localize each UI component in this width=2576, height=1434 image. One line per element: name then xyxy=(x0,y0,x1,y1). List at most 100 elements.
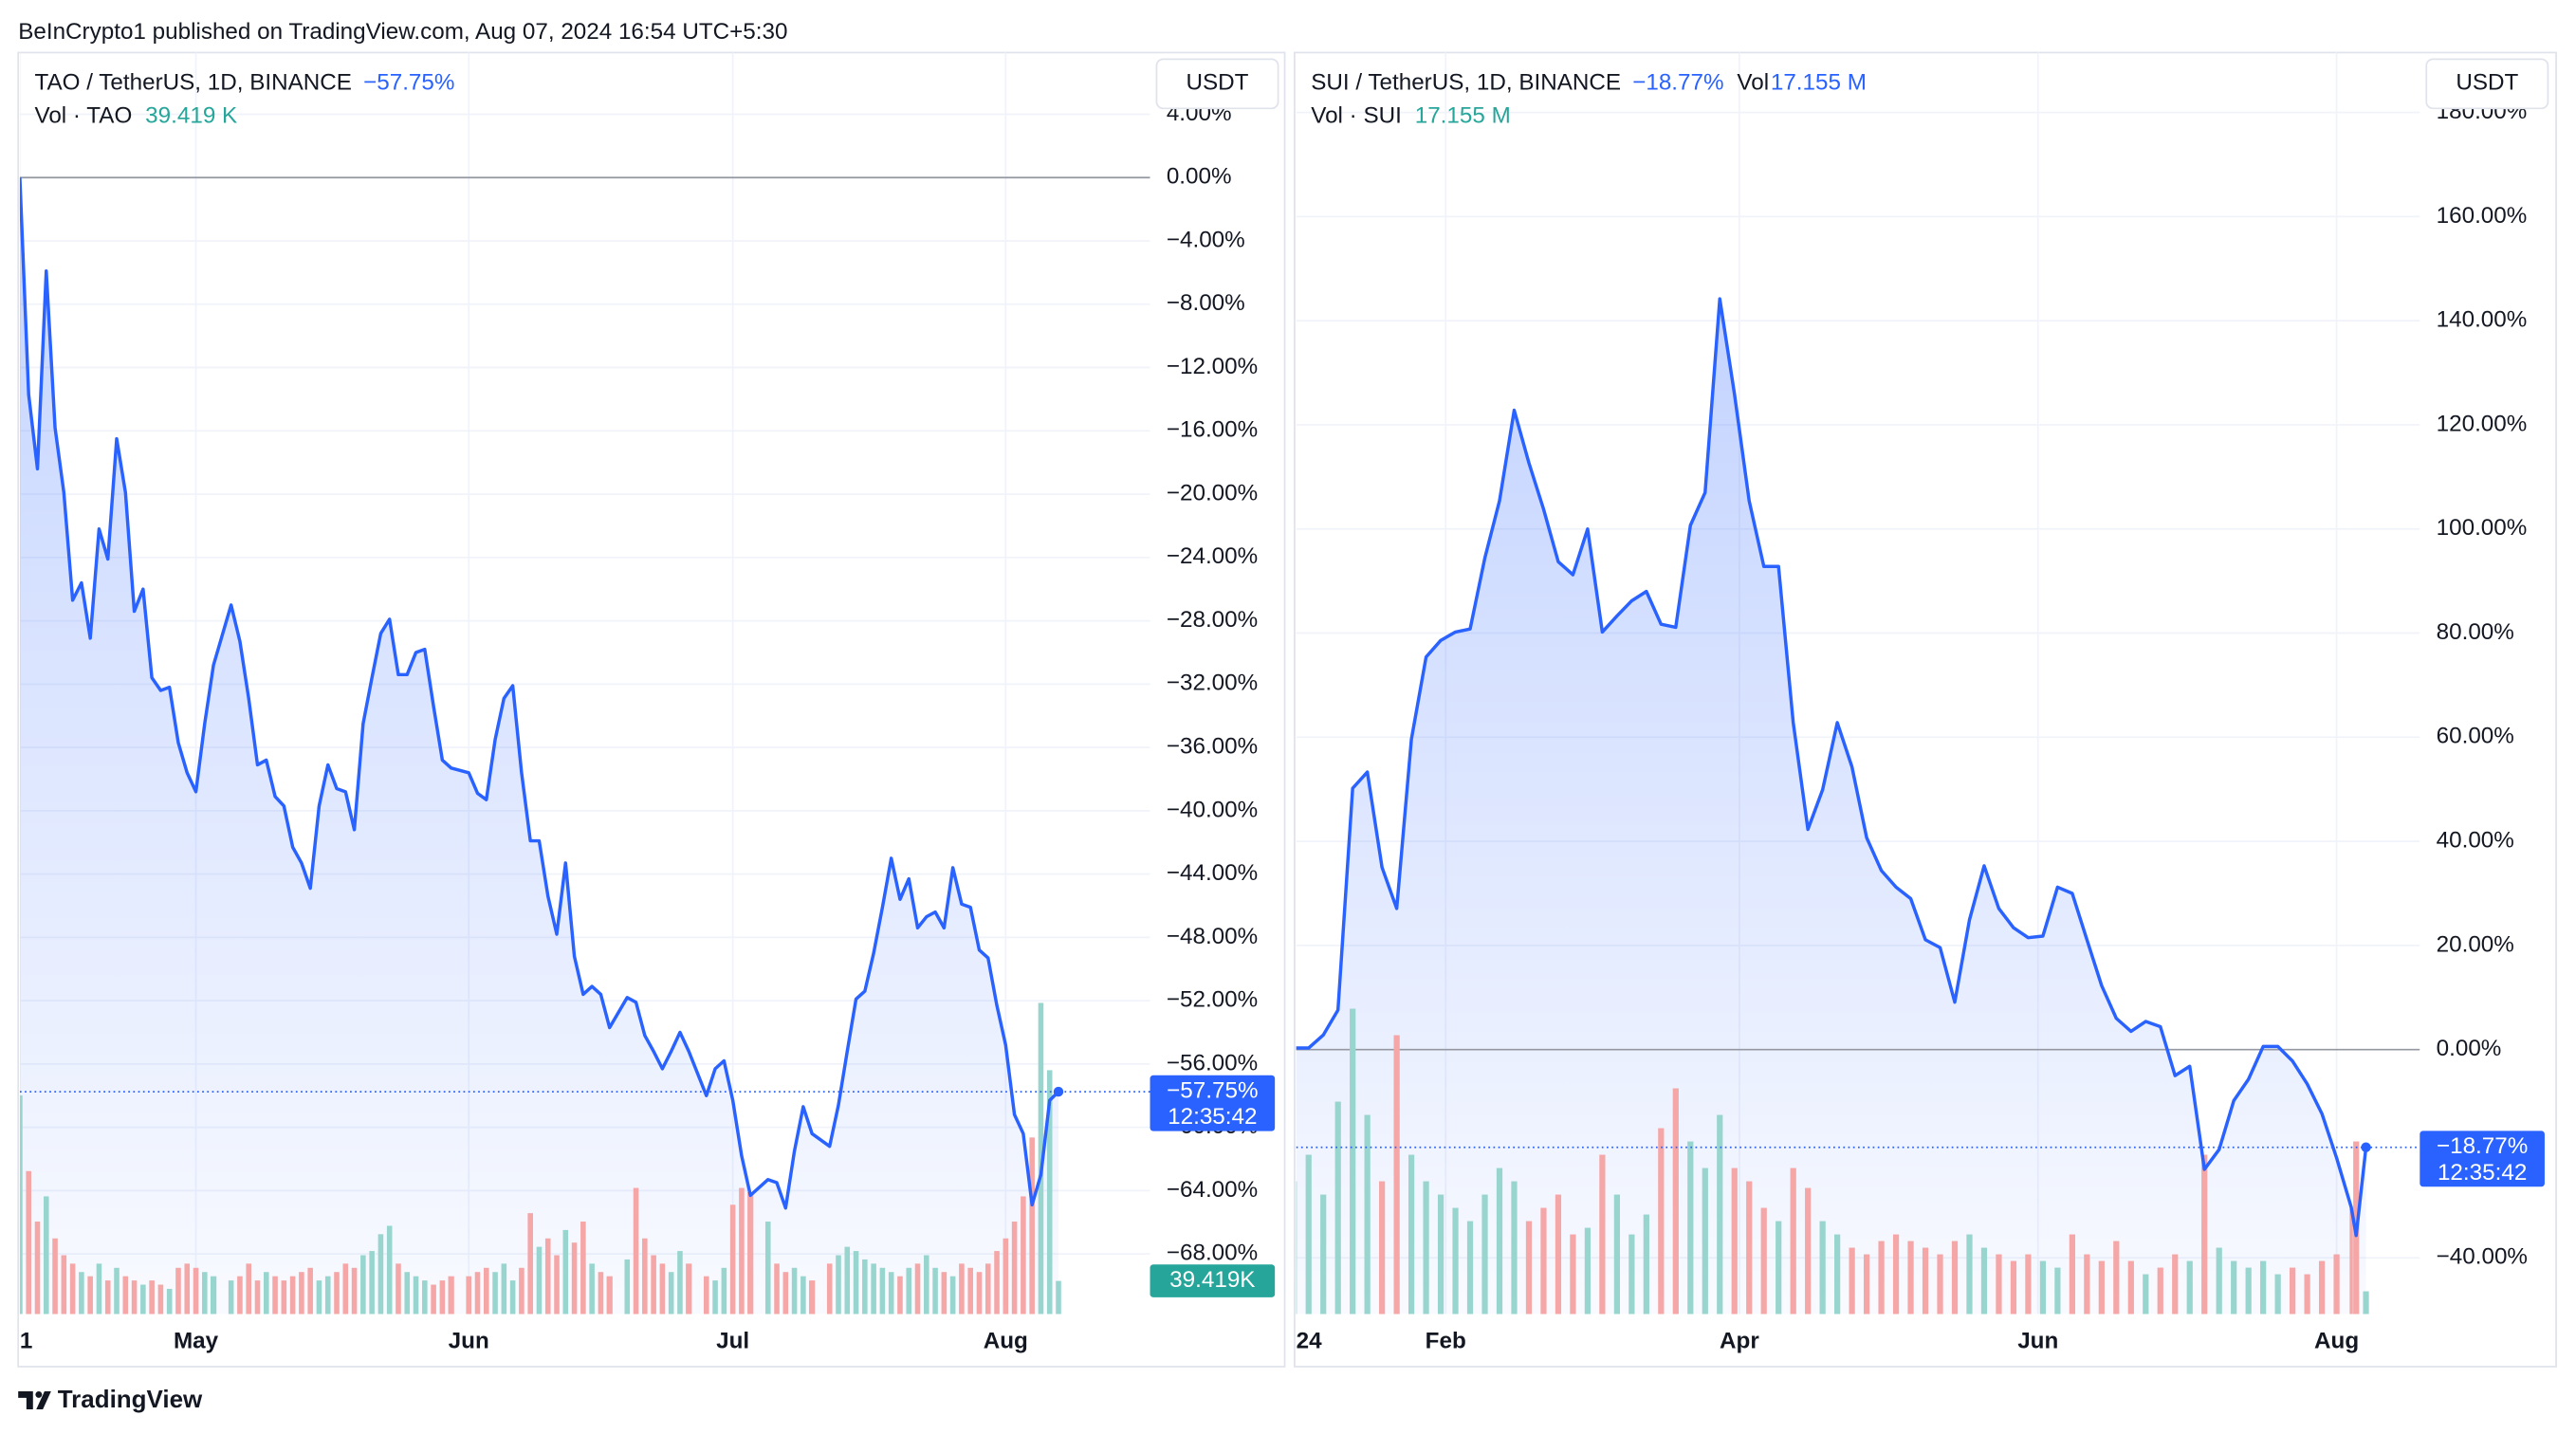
volume-bar xyxy=(2290,1267,2296,1314)
volume-bar xyxy=(202,1272,208,1314)
publish-header: BeInCrypto1 published on TradingView.com… xyxy=(18,19,787,45)
volume-bar xyxy=(1334,1101,1341,1314)
volume-bar xyxy=(69,1263,76,1314)
volume-bar xyxy=(210,1276,217,1314)
volume-bar xyxy=(87,1276,93,1314)
volume-bar xyxy=(1937,1254,1943,1314)
volume-bar xyxy=(1672,1088,1679,1314)
volume-bar xyxy=(2157,1267,2163,1314)
y-tick-label: −16.00% xyxy=(1167,417,1258,443)
last-point xyxy=(2361,1142,2371,1152)
volume-bar xyxy=(448,1276,454,1314)
volume-bar xyxy=(404,1272,411,1314)
x-tick-label: May xyxy=(174,1328,219,1353)
volume-bar xyxy=(598,1272,604,1314)
volume-bar xyxy=(307,1267,313,1314)
volume-bar xyxy=(1379,1181,1386,1314)
volume-bar xyxy=(492,1272,498,1314)
volume-bar xyxy=(739,1187,745,1314)
volume-bar xyxy=(1805,1187,1812,1314)
volume-bar xyxy=(1849,1247,1855,1314)
y-tick-label: −48.00% xyxy=(1167,924,1258,949)
volume-bar xyxy=(2113,1241,2120,1314)
chart-pane: 4.00%0.00%−4.00%−8.00%−12.00%−16.00%−20.… xyxy=(17,51,1286,1368)
volume-bar xyxy=(1525,1221,1533,1314)
last-point xyxy=(1053,1086,1064,1097)
volume-bar xyxy=(2143,1274,2149,1314)
y-tick-label: −52.00% xyxy=(1167,987,1258,1013)
volume-bar xyxy=(1466,1221,1474,1314)
volume-bar xyxy=(2363,1291,2369,1314)
volume-bar xyxy=(1046,1070,1053,1314)
volume-bar xyxy=(800,1276,806,1314)
brand-name: TradingView xyxy=(58,1385,203,1413)
volume-bar xyxy=(562,1229,569,1314)
currency-label[interactable]: USDT xyxy=(2456,70,2518,96)
currency-button[interactable] xyxy=(2425,58,2549,110)
volume-bar xyxy=(1570,1234,1576,1314)
volume-bar xyxy=(1305,1154,1312,1314)
currency-button[interactable] xyxy=(1155,58,1279,110)
volume-bar xyxy=(1555,1194,1562,1314)
volume-bar xyxy=(1966,1234,1973,1314)
volume-bar xyxy=(1613,1194,1620,1314)
price-badge-label: −18.77% xyxy=(2437,1133,2528,1159)
volume-bar xyxy=(26,1170,31,1314)
volume-bar xyxy=(1056,1280,1061,1314)
volume-bar xyxy=(1364,1114,1371,1314)
volume-bar xyxy=(642,1238,648,1314)
volume-bar xyxy=(237,1276,243,1314)
price-badge xyxy=(1150,1075,1276,1131)
volume-bar xyxy=(1021,1196,1026,1314)
x-tick-label: Jun xyxy=(2017,1328,2058,1353)
y-tick-label: −64.00% xyxy=(1167,1177,1258,1203)
volume-bar xyxy=(941,1272,948,1314)
volume-bar xyxy=(1834,1234,1841,1314)
volume-bar xyxy=(501,1263,507,1314)
volume-bar xyxy=(1746,1181,1753,1314)
volume-bar xyxy=(554,1255,560,1314)
volume-bar xyxy=(166,1288,173,1314)
axes: 180.00%160.00%140.00%120.00%100.00%80.00… xyxy=(1297,99,2528,1353)
volume-bar xyxy=(377,1234,384,1314)
volume-bar xyxy=(2333,1254,2340,1314)
price-line xyxy=(1296,297,2368,1238)
volume-bar xyxy=(1350,1008,1356,1314)
y-tick-label: 160.00% xyxy=(2437,203,2528,229)
countdown-label: 12:35:42 xyxy=(2438,1160,2527,1186)
volume-bar xyxy=(624,1259,631,1314)
volume-bar xyxy=(791,1267,798,1314)
x-tick-label: Jun xyxy=(449,1328,489,1353)
volume-bar xyxy=(369,1251,375,1314)
volume-bar xyxy=(527,1213,533,1314)
volume-bar xyxy=(906,1267,912,1314)
volume-bar xyxy=(104,1280,111,1314)
volume-bar xyxy=(360,1255,366,1314)
volume-bar xyxy=(1511,1181,1518,1314)
volume-bar xyxy=(2318,1260,2326,1314)
y-tick-label: −40.00% xyxy=(2437,1244,2528,1270)
volume-title: Vol · SUI xyxy=(1311,102,1402,128)
y-tick-label: −4.00% xyxy=(1167,227,1245,252)
volume-bar xyxy=(1599,1154,1606,1314)
x-tick-label: 1 xyxy=(20,1328,32,1353)
y-tick-label: 80.00% xyxy=(2437,619,2514,645)
y-tick-label: 0.00% xyxy=(2437,1036,2502,1061)
volume-label: 39.419 K xyxy=(145,102,237,128)
volume-bar xyxy=(633,1187,639,1314)
y-tick-label: 120.00% xyxy=(2437,411,2528,436)
volume-bar xyxy=(272,1276,278,1314)
volume-bar xyxy=(606,1276,613,1314)
change-label: −57.75% xyxy=(363,70,454,96)
volume-bar xyxy=(1907,1241,1914,1314)
currency-label[interactable]: USDT xyxy=(1187,70,1249,96)
price-badge xyxy=(2420,1131,2545,1187)
volume-bar xyxy=(1776,1221,1782,1314)
volume-bar xyxy=(184,1263,191,1314)
volume-bar xyxy=(1980,1247,1988,1314)
volume-bar xyxy=(544,1238,551,1314)
volume-bar xyxy=(1011,1222,1018,1314)
volume-bar xyxy=(1628,1234,1635,1314)
volume-bar xyxy=(483,1267,489,1314)
